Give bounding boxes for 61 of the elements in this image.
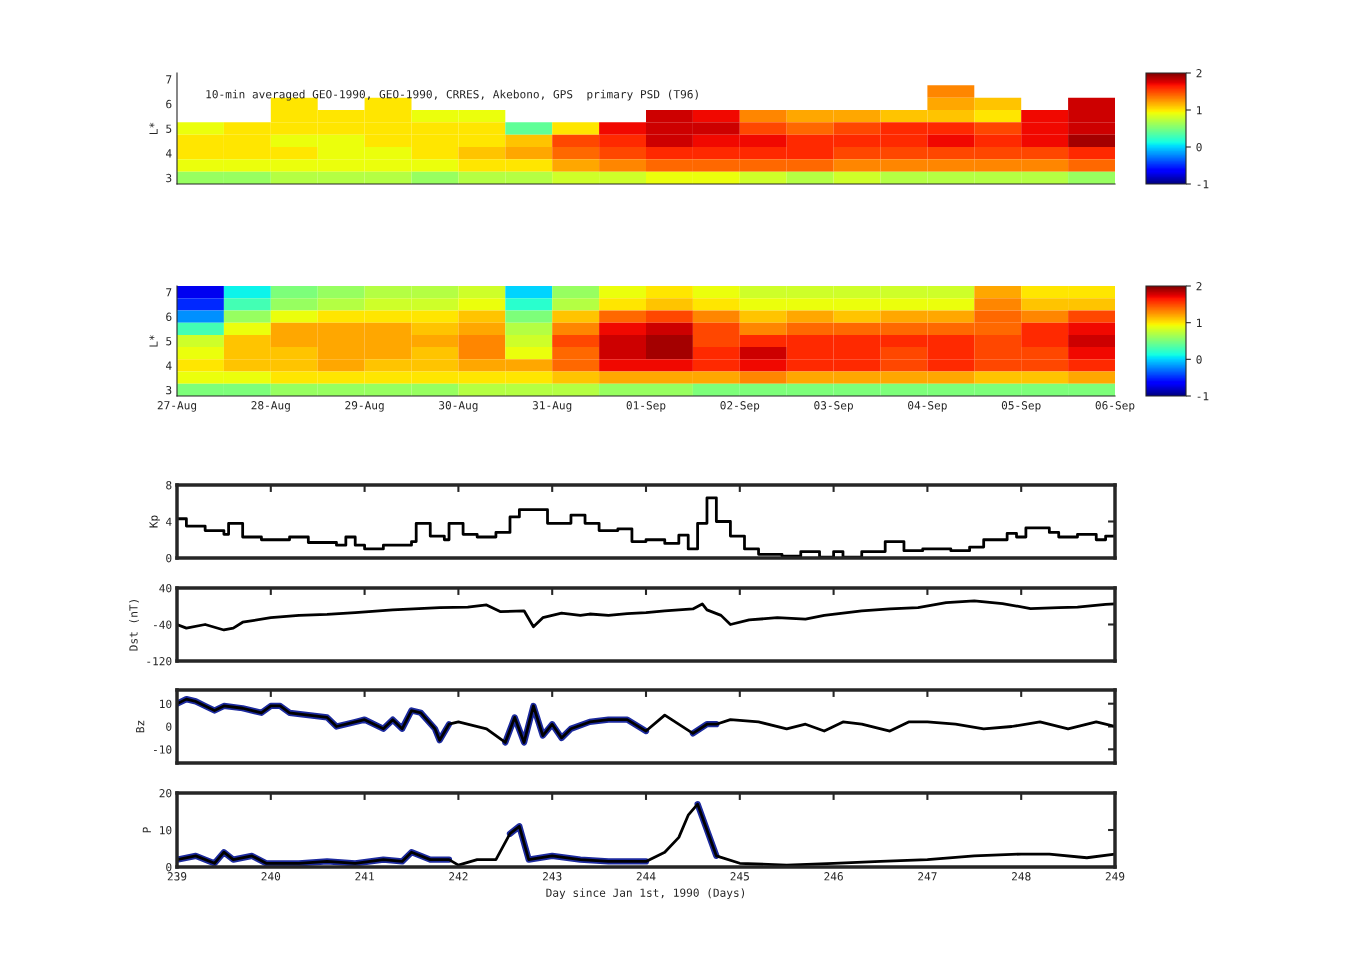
y-axis-title: Kp [149, 515, 160, 528]
x-tick-label: 242 [449, 872, 468, 881]
x-tick-label: 241 [355, 872, 374, 881]
y-tick-label: 3 [166, 385, 172, 395]
x-tick-label: 249 [1105, 872, 1125, 881]
color-bar-label: 1 [1197, 106, 1202, 115]
y-tick-label: 0 [166, 722, 172, 731]
x-tick-label: 30-Aug [439, 401, 478, 412]
x-tick-label: 05-Sep [1001, 401, 1041, 412]
y-tick-label: 0 [166, 863, 172, 872]
y-axis-title: Dst (nT) [129, 600, 139, 651]
x-axis-title: Day since Jan 1st, 1990 (Days) [546, 888, 745, 900]
x-tick-label: 02-Sep [720, 401, 760, 412]
y-tick-label: -120 [147, 657, 172, 666]
color-bar-label: -1 [1197, 392, 1209, 401]
y-tick-label: 7 [166, 75, 172, 84]
y-tick-label: 20 [159, 789, 172, 798]
y-axis-title: Bz [136, 720, 145, 733]
x-tick-label: 239 [167, 872, 187, 881]
y-tick-label: -10 [154, 745, 172, 754]
y-axis-title: L* [149, 335, 158, 347]
y-tick-label: 5 [166, 337, 172, 346]
x-tick-label: 246 [824, 872, 843, 881]
x-tick-label: 243 [542, 872, 562, 881]
y-tick-label: 3 [166, 173, 172, 183]
x-tick-label: 245 [730, 872, 749, 881]
x-tick-label: 240 [261, 872, 281, 881]
x-tick-label: 31-Aug [532, 401, 572, 412]
x-tick-label: 247 [918, 872, 937, 881]
y-tick-label: 0 [166, 554, 172, 563]
x-tick-label: 04-Sep [908, 401, 947, 412]
x-tick-label: 244 [636, 872, 656, 881]
color-bar-label: 2 [1196, 282, 1202, 291]
color-bar-label: -1 [1197, 180, 1209, 189]
y-tick-label: 7 [166, 288, 172, 297]
x-tick-label: 248 [1011, 872, 1031, 881]
color-bar-label: 2 [1196, 69, 1202, 78]
color-bar-label: 1 [1197, 318, 1202, 327]
y-tick-label: 10 [160, 826, 172, 835]
x-tick-label: 28-Aug [251, 401, 290, 412]
y-tick-label: 40 [159, 584, 172, 593]
y-tick-label: 8 [166, 481, 172, 490]
x-tick-label: 27-Aug [157, 401, 197, 412]
y-tick-label: 4 [166, 517, 172, 526]
x-tick-label: 06-Sep [1095, 401, 1135, 412]
y-tick-label: 6 [166, 99, 172, 109]
y-tick-label: 4 [166, 361, 172, 370]
line-series [177, 599, 1115, 632]
x-tick-label: 01-Sep [626, 401, 666, 412]
y-axis-title: L* [149, 122, 158, 135]
x-tick-label: 29-Aug [345, 401, 384, 412]
y-tick-label: -40 [154, 620, 172, 629]
y-tick-label: 4 [166, 149, 172, 158]
y-tick-label: 10 [160, 699, 172, 709]
color-bar-label: 0 [1196, 355, 1202, 364]
color-bar-label: 0 [1196, 143, 1202, 152]
y-tick-label: 5 [166, 124, 172, 133]
y-tick-label: 6 [166, 312, 172, 321]
y-axis-title: P [142, 827, 151, 833]
x-tick-label: 03-Sep [814, 401, 853, 412]
line-series [177, 697, 1115, 744]
